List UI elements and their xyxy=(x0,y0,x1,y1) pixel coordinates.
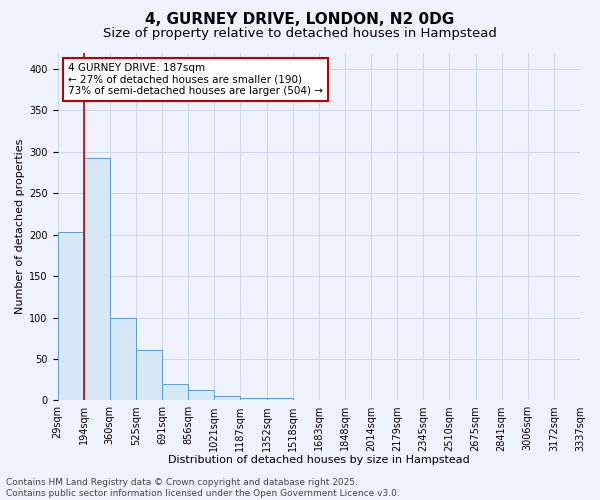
X-axis label: Distribution of detached houses by size in Hampstead: Distribution of detached houses by size … xyxy=(168,455,470,465)
Text: 4 GURNEY DRIVE: 187sqm
← 27% of detached houses are smaller (190)
73% of semi-de: 4 GURNEY DRIVE: 187sqm ← 27% of detached… xyxy=(68,63,323,96)
Text: 4, GURNEY DRIVE, LONDON, N2 0DG: 4, GURNEY DRIVE, LONDON, N2 0DG xyxy=(145,12,455,28)
Bar xyxy=(266,398,293,400)
Text: Size of property relative to detached houses in Hampstead: Size of property relative to detached ho… xyxy=(103,28,497,40)
Bar xyxy=(58,232,83,400)
Bar xyxy=(162,384,188,400)
Bar xyxy=(214,396,241,400)
Text: Contains HM Land Registry data © Crown copyright and database right 2025.
Contai: Contains HM Land Registry data © Crown c… xyxy=(6,478,400,498)
Bar xyxy=(110,318,136,400)
Bar xyxy=(188,390,214,400)
Bar xyxy=(83,158,110,400)
Bar xyxy=(241,398,266,400)
Bar xyxy=(136,350,162,401)
Y-axis label: Number of detached properties: Number of detached properties xyxy=(15,138,25,314)
